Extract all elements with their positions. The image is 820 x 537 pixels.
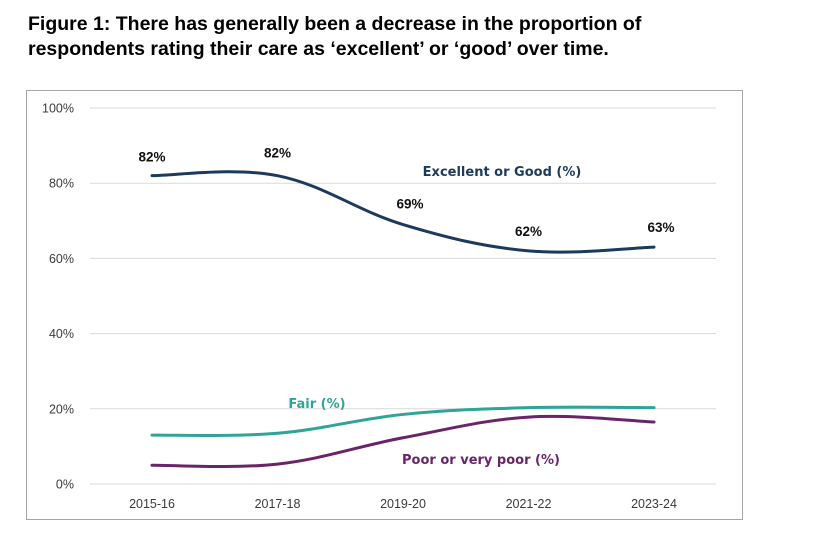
y-tick-label: 60%	[49, 252, 74, 266]
data-label: 69%	[396, 197, 423, 212]
y-tick-label: 40%	[49, 327, 74, 341]
x-tick-label: 2023-24	[631, 497, 677, 511]
data-label: 63%	[647, 220, 674, 235]
figure-title-line-1: Figure 1: There has generally been a dec…	[28, 13, 642, 35]
x-tick-label: 2021-22	[506, 497, 552, 511]
y-axis-tick-labels: 0% 20% 40% 60% 80% 100%	[42, 102, 74, 492]
series-label: Fair (%)	[288, 397, 345, 412]
y-tick-label: 20%	[49, 402, 74, 416]
y-tick-label: 80%	[49, 177, 74, 191]
x-tick-label: 2017-18	[255, 497, 301, 511]
data-label: 82%	[264, 146, 291, 161]
data-label: 82%	[138, 150, 165, 165]
series-labels: Excellent or Good (%) Fair (%) Poor or ver…	[288, 165, 581, 468]
series-lines	[150, 170, 656, 469]
series-line	[150, 170, 656, 254]
x-tick-label: 2019-20	[380, 497, 426, 511]
series-line	[150, 405, 656, 437]
figure-title-line-2: respondents rating their care as ‘excell…	[28, 38, 609, 60]
y-tick-label: 100%	[42, 102, 74, 116]
data-label: 62%	[515, 224, 542, 239]
figure-title: Figure 1: There has generally been a dec…	[28, 12, 808, 62]
data-labels: 82% 82% 69% 62% 63%	[138, 146, 674, 239]
gridlines	[90, 107, 716, 485]
chart-frame	[26, 90, 743, 520]
series-label: Excellent or Good (%)	[423, 165, 582, 180]
series-label: Poor or very poor (%)	[402, 453, 560, 468]
y-tick-label: 0%	[56, 478, 74, 492]
x-tick-label: 2015-16	[129, 497, 175, 511]
series-line	[150, 414, 656, 469]
x-axis-tick-labels: 2015-16 2017-18 2019-20 2021-22 2023-24	[129, 497, 677, 511]
